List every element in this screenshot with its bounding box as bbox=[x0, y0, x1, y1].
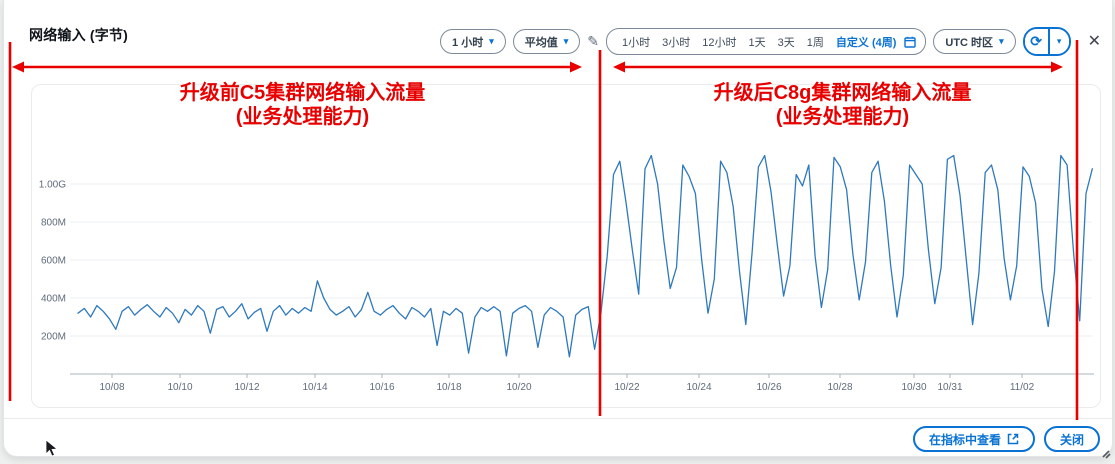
external-link-icon bbox=[1007, 433, 1019, 445]
x-tick-label: 10/24 bbox=[686, 382, 711, 393]
footer-divider bbox=[4, 418, 1112, 419]
edit-icon[interactable]: ✎ bbox=[587, 33, 600, 49]
time-range-group: 1小时 3小时 12小时 1天 3天 1周 自定义 (4周) bbox=[606, 28, 927, 55]
close-icon[interactable]: ✕ bbox=[1087, 32, 1101, 50]
statistic-dropdown[interactable]: 平均值 ▾ bbox=[512, 29, 581, 54]
time-range-3d[interactable]: 3天 bbox=[772, 34, 801, 50]
y-tick-label: 600M bbox=[41, 256, 66, 267]
chevron-down-icon: ▾ bbox=[999, 36, 1004, 46]
close-button-label: 关闭 bbox=[1059, 432, 1084, 447]
x-tick-label: 10/10 bbox=[167, 382, 192, 393]
time-range-12h[interactable]: 12小时 bbox=[696, 34, 742, 50]
x-tick-label: 10/31 bbox=[937, 382, 962, 393]
x-axis-labels: 10/08 10/10 10/12 10/14 10/16 10/18 10/20 10/22… bbox=[99, 374, 1035, 393]
gridlines bbox=[70, 183, 1092, 337]
refresh-options-caret[interactable]: ▾ bbox=[1047, 29, 1069, 54]
view-in-metrics-label: 在指标中查看 bbox=[928, 432, 1001, 447]
chart-toolbar: 1 小时 ▾ 平均值 ▾ ✎ 1小时 3小时 12小时 1天 3天 1周 自定义… bbox=[440, 27, 1103, 56]
x-tick-label: 11/02 bbox=[1010, 382, 1035, 393]
timeseries-chart[interactable]: 1.00G 800M 600M 400M 200M 10/08 10/10 10/12 10/1… bbox=[32, 85, 1098, 405]
x-tick-label: 10/14 bbox=[302, 382, 327, 393]
time-range-custom[interactable]: 自定义 (4周) bbox=[830, 34, 903, 50]
x-tick-label: 10/18 bbox=[436, 382, 461, 393]
dialog-title: 网络输入 (字节) bbox=[29, 27, 129, 43]
timezone-dropdown[interactable]: UTC 时区 ▾ bbox=[933, 29, 1016, 54]
chevron-down-icon: ▾ bbox=[489, 36, 494, 46]
x-tick-label: 10/08 bbox=[99, 382, 124, 393]
period-dropdown[interactable]: 1 小时 ▾ bbox=[440, 29, 506, 54]
chevron-down-icon: ▾ bbox=[1056, 36, 1062, 46]
view-in-metrics-button[interactable]: 在指标中查看 bbox=[912, 426, 1035, 452]
x-tick-label: 10/16 bbox=[369, 382, 394, 393]
x-tick-label: 10/30 bbox=[901, 382, 926, 393]
x-tick-label: 10/20 bbox=[506, 382, 531, 393]
time-range-1w[interactable]: 1周 bbox=[801, 34, 830, 50]
x-tick-label: 10/26 bbox=[756, 382, 781, 393]
time-range-1h[interactable]: 1小时 bbox=[616, 34, 656, 50]
y-tick-label: 200M bbox=[41, 332, 66, 343]
time-range-3h[interactable]: 3小时 bbox=[656, 34, 696, 50]
calendar-icon[interactable] bbox=[904, 36, 917, 48]
y-axis-labels: 1.00G 800M 600M 400M 200M bbox=[39, 180, 66, 343]
time-range-1d[interactable]: 1天 bbox=[743, 34, 772, 50]
chart-panel[interactable]: 1.00G 800M 600M 400M 200M 10/08 10/10 10/12 10/1… bbox=[31, 84, 1101, 408]
dialog-footer: 在指标中查看 关闭 bbox=[912, 426, 1100, 452]
x-tick-label: 10/28 bbox=[827, 382, 852, 393]
statistic-dropdown-label: 平均值 bbox=[524, 36, 558, 49]
metric-dialog: 网络输入 (字节) 1 小时 ▾ 平均值 ▾ ✎ 1小时 3小时 12小时 1天… bbox=[3, 0, 1113, 457]
x-tick-label: 10/22 bbox=[614, 382, 639, 393]
y-tick-label: 800M bbox=[41, 218, 66, 229]
chevron-down-icon: ▾ bbox=[563, 36, 569, 46]
y-tick-label: 400M bbox=[41, 294, 66, 305]
refresh-split-button: ⟳ ▾ bbox=[1022, 27, 1071, 56]
series-line-network-in bbox=[77, 154, 1093, 358]
timezone-dropdown-label: UTC 时区 bbox=[945, 36, 994, 49]
close-button[interactable]: 关闭 bbox=[1043, 426, 1100, 452]
y-tick-label: 1.00G bbox=[39, 180, 66, 191]
x-tick-label: 10/12 bbox=[234, 382, 259, 393]
period-dropdown-label: 1 小时 bbox=[452, 36, 484, 49]
refresh-icon[interactable]: ⟳ bbox=[1024, 29, 1048, 54]
